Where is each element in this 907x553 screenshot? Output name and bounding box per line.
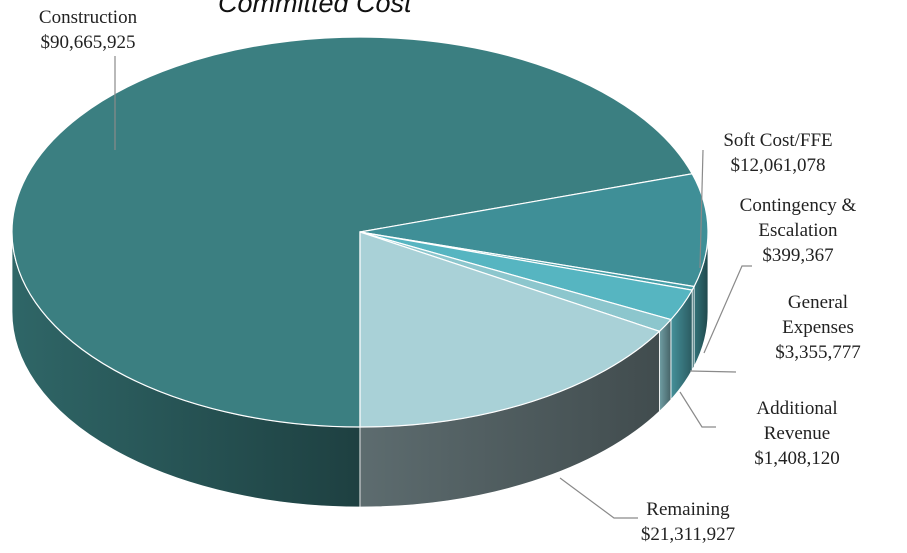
category-label: Contingency & Escalation [739,195,857,241]
pie-slice [359,231,661,428]
leader-line [559,477,638,519]
chart-title: Committed Cost [218,0,412,18]
category-label: Remaining [646,499,730,520]
value-label: $399,367 [762,245,834,266]
value-label: $3,355,777 [775,342,861,363]
pie-slice [359,173,709,288]
data-label: General Expenses $3,355,777 [763,290,873,365]
pie-slice [11,36,694,428]
data-label: Construction $90,665,925 [0,5,188,55]
leader-line [689,370,737,373]
leader-line [679,391,716,428]
pie-side [659,318,672,413]
data-label: Additional Revenue $1,408,120 [742,396,852,471]
value-label: $1,408,120 [754,448,840,469]
leader-line [699,149,704,269]
leader-line [703,265,752,354]
category-label: Additional Revenue [756,398,838,444]
value-label: $90,665,925 [40,32,136,53]
data-label: Soft Cost/FFE $12,061,078 [678,128,878,178]
category-label: Soft Cost/FFE [723,130,833,151]
data-label: Remaining $21,311,927 [588,497,788,547]
value-label: $21,311,927 [640,524,736,545]
category-label: General Expenses [782,292,854,338]
category-label: Construction [38,7,138,28]
value-label: $12,061,078 [730,155,826,176]
data-label: Contingency & Escalation $399,367 [728,193,868,268]
